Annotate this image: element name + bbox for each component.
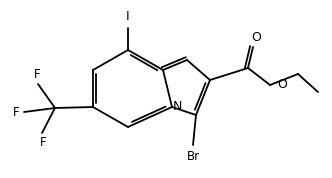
Text: F: F <box>34 68 40 81</box>
Text: N: N <box>172 100 182 112</box>
Text: O: O <box>277 77 287 90</box>
Text: F: F <box>40 136 46 149</box>
Text: Br: Br <box>187 150 200 163</box>
Text: O: O <box>251 31 261 44</box>
Text: I: I <box>126 10 130 23</box>
Text: F: F <box>12 106 19 119</box>
